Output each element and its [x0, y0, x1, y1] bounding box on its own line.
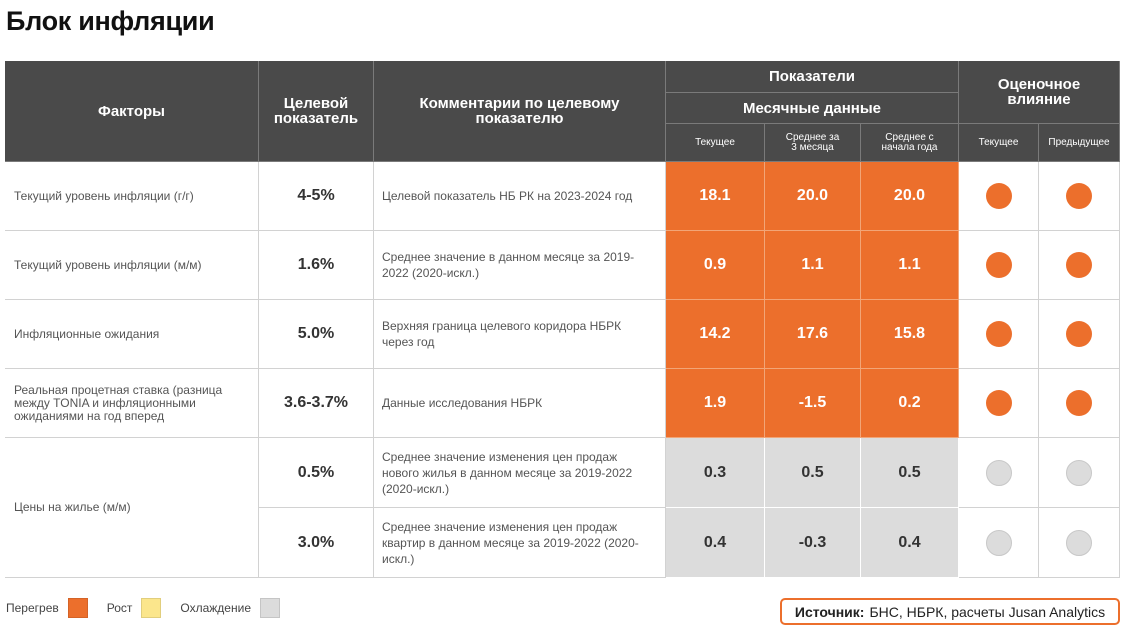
value-avg3: 0.5 — [765, 438, 861, 508]
factor-label: Цены на жилье (м/м) — [5, 438, 259, 578]
header-impact-current: Текущее — [959, 124, 1039, 162]
target-value: 5.0% — [259, 300, 374, 369]
target-value: 3.6-3.7% — [259, 369, 374, 438]
factor-label: Реальная процетная ставка (разница между… — [5, 369, 259, 438]
source-text: БНС, НБРК, расчеты Jusan Analytics — [869, 603, 1106, 620]
value-current: 0.3 — [666, 438, 765, 508]
value-ytd: 15.8 — [861, 300, 959, 369]
target-comment: Среднее значение в данном месяце за 2019… — [374, 231, 666, 300]
impact-current-cell — [959, 162, 1039, 231]
target-comment: Данные исследования НБРК — [374, 369, 666, 438]
impact-current-cell — [959, 508, 1039, 578]
factor-label: Текущий уровень инфляции (г/г) — [5, 162, 259, 231]
target-comment: Верхняя граница целевого коридора НБРК ч… — [374, 300, 666, 369]
value-avg3: -0.3 — [765, 508, 861, 578]
source-note: Источник: БНС, НБРК, расчеты Jusan Analy… — [780, 598, 1120, 625]
value-current: 0.4 — [666, 508, 765, 578]
impact-current-cell — [959, 438, 1039, 508]
value-avg3: 17.6 — [765, 300, 861, 369]
header-indicators: Показатели — [666, 61, 959, 93]
value-avg3: 1.1 — [765, 231, 861, 300]
impact-indicator-icon — [985, 529, 1012, 556]
target-comment: Целевой показатель НБ РК на 2023-2024 го… — [374, 162, 666, 231]
source-label: Источник: — [794, 603, 865, 620]
legend-swatch-cooling — [260, 598, 280, 618]
impact-previous-cell — [1039, 369, 1120, 438]
factor-label: Инфляционные ожидания — [5, 300, 259, 369]
target-value: 3.0% — [259, 508, 374, 578]
header-impact: Оценочное влияние — [959, 61, 1120, 124]
header-comments: Комментарии по целевому показателю — [374, 61, 666, 162]
impact-indicator-icon — [1066, 321, 1092, 347]
impact-indicator-icon — [1066, 459, 1092, 486]
impact-previous-cell — [1039, 508, 1120, 578]
value-current: 14.2 — [666, 300, 765, 369]
inflation-table: Факторы Целевой показатель Комментарии п… — [5, 61, 1120, 578]
target-comment: Среднее значение изменения цен продаж но… — [374, 438, 666, 508]
impact-indicator-icon — [1066, 529, 1092, 556]
header-target: Целевой показатель — [259, 61, 374, 162]
legend-label-overheat: Перегрев — [6, 601, 59, 615]
impact-current-cell — [959, 300, 1039, 369]
target-comment: Среднее значение изменения цен продаж кв… — [374, 508, 666, 578]
value-ytd: 0.2 — [861, 369, 959, 438]
impact-indicator-icon — [985, 459, 1012, 486]
impact-indicator-icon — [985, 183, 1012, 209]
legend-label-cooling: Охлаждение — [180, 601, 251, 615]
header-factors: Факторы — [5, 61, 259, 162]
legend-swatch-overheat — [67, 598, 88, 618]
page-title: Блок инфляции — [6, 6, 215, 36]
value-current: 0.9 — [666, 231, 765, 300]
impact-current-cell — [959, 369, 1039, 438]
header-impact-previous: Предыдущее — [1039, 124, 1120, 162]
impact-previous-cell — [1039, 300, 1120, 369]
legend: Перегрев Рост Охлаждение — [6, 598, 299, 618]
value-current: 18.1 — [666, 162, 765, 231]
impact-indicator-icon — [985, 321, 1012, 347]
value-ytd: 20.0 — [861, 162, 959, 231]
target-value: 1.6% — [259, 231, 374, 300]
impact-previous-cell — [1039, 438, 1120, 508]
factor-label: Текущий уровень инфляции (м/м) — [5, 231, 259, 300]
value-ytd: 0.5 — [861, 438, 959, 508]
value-avg3: 20.0 — [765, 162, 861, 231]
header-monthly: Месячные данные — [666, 93, 959, 124]
impact-indicator-icon — [1066, 390, 1092, 416]
impact-indicator-icon — [985, 252, 1012, 278]
target-value: 4-5% — [259, 162, 374, 231]
value-avg3: -1.5 — [765, 369, 861, 438]
impact-previous-cell — [1039, 162, 1120, 231]
header-current: Текущее — [666, 124, 765, 162]
header-avg3: Среднее за 3 месяца — [765, 124, 861, 162]
header-ytd: Среднее с начала года — [861, 124, 959, 162]
value-ytd: 1.1 — [861, 231, 959, 300]
impact-indicator-icon — [1066, 252, 1092, 278]
impact-indicator-icon — [985, 390, 1012, 416]
impact-current-cell — [959, 231, 1039, 300]
value-current: 1.9 — [666, 369, 765, 438]
value-ytd: 0.4 — [861, 508, 959, 578]
legend-swatch-growth — [141, 598, 162, 618]
impact-previous-cell — [1039, 231, 1120, 300]
impact-indicator-icon — [1066, 183, 1092, 209]
target-value: 0.5% — [259, 438, 374, 508]
legend-label-growth: Рост — [106, 601, 133, 615]
